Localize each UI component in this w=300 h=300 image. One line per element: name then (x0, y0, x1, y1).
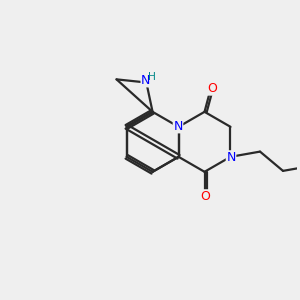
Text: N: N (173, 120, 183, 133)
Text: N: N (141, 74, 151, 87)
Text: N: N (226, 151, 236, 164)
Text: H: H (148, 72, 156, 82)
Text: O: O (207, 82, 217, 95)
Text: O: O (201, 190, 211, 203)
